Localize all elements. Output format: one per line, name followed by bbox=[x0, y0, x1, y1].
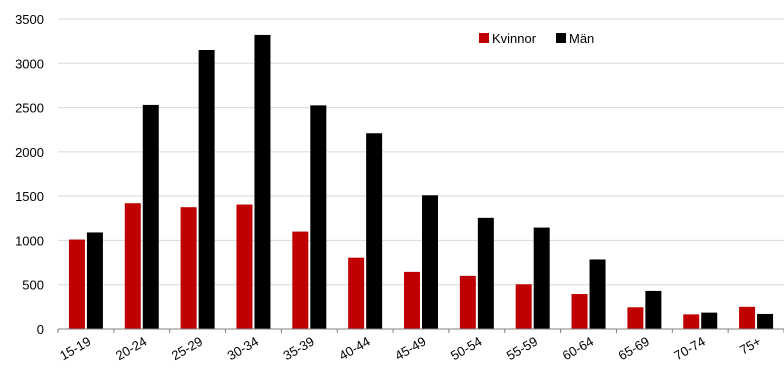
bar-man-45-49 bbox=[422, 195, 438, 329]
bar-man-50-54 bbox=[477, 217, 494, 329]
y-axis-ticks: 0 500 1000 1500 2000 2500 3000 3500 bbox=[15, 12, 44, 337]
bar-kvinnor-40-44 bbox=[348, 257, 365, 329]
bar-man-15-19 bbox=[86, 232, 103, 329]
y-tick-label: 2000 bbox=[15, 145, 44, 160]
x-tick-label: 60-64 bbox=[560, 334, 596, 364]
bar-kvinnor-45-49 bbox=[404, 271, 420, 329]
bar-kvinnor-30-34 bbox=[236, 204, 253, 329]
legend: Kvinnor Män bbox=[479, 31, 594, 46]
x-tick-label: 50-54 bbox=[448, 334, 484, 364]
bars bbox=[68, 34, 774, 330]
legend-swatch-man bbox=[556, 33, 566, 43]
bar-man-25-29 bbox=[198, 50, 215, 329]
bar-man-75+ bbox=[757, 313, 774, 329]
gridlines bbox=[58, 18, 784, 286]
bar-man-55-59 bbox=[533, 227, 550, 329]
x-tick-label: 70-74 bbox=[671, 334, 707, 364]
bar-man-35-39 bbox=[310, 105, 327, 329]
x-tick-label: 30-34 bbox=[225, 334, 261, 364]
y-tick-label: 500 bbox=[22, 278, 44, 293]
bar-kvinnor-70-74 bbox=[683, 314, 700, 329]
y-tick-label: 3000 bbox=[15, 56, 44, 71]
y-tick-label: 1000 bbox=[15, 233, 44, 248]
bar-kvinnor-35-39 bbox=[292, 231, 309, 329]
legend-label-kvinnor: Kvinnor bbox=[492, 31, 537, 46]
x-tick-label: 40-44 bbox=[336, 334, 372, 364]
legend-label-man: Män bbox=[569, 31, 594, 46]
bar-man-70-74 bbox=[701, 312, 718, 329]
x-axis bbox=[57, 328, 784, 333]
x-tick-label: 20-24 bbox=[113, 334, 149, 364]
bar-kvinnor-50-54 bbox=[459, 275, 476, 329]
bar-man-40-44 bbox=[366, 133, 383, 329]
y-tick-label: 0 bbox=[37, 322, 44, 337]
bar-kvinnor-55-59 bbox=[515, 284, 532, 329]
bar-kvinnor-15-19 bbox=[68, 239, 85, 329]
x-tick-label: 45-49 bbox=[392, 334, 428, 364]
bar-kvinnor-25-29 bbox=[180, 207, 197, 329]
x-axis-ticks: 15-19 20-24 25-29 30-34 35-39 40-44 45-49 50-54… bbox=[57, 334, 763, 364]
y-tick-label: 1500 bbox=[15, 189, 44, 204]
x-tick-label: 75+ bbox=[737, 334, 764, 358]
bar-man-65-69 bbox=[645, 290, 662, 329]
x-tick-label: 25-29 bbox=[169, 334, 205, 364]
bar-man-20-24 bbox=[142, 104, 159, 330]
y-tick-label: 2500 bbox=[15, 101, 44, 116]
y-tick-label: 3500 bbox=[15, 12, 44, 27]
bar-man-30-34 bbox=[254, 34, 271, 329]
x-tick-label: 35-39 bbox=[281, 334, 317, 364]
x-tick-label: 65-69 bbox=[616, 334, 652, 364]
bar-man-60-64 bbox=[589, 259, 606, 329]
bar-kvinnor-65-69 bbox=[627, 307, 644, 329]
x-tick-label: 15-19 bbox=[57, 334, 93, 364]
legend-swatch-kvinnor bbox=[479, 33, 489, 43]
x-tick-label: 55-59 bbox=[504, 334, 540, 364]
bar-kvinnor-60-64 bbox=[571, 294, 588, 329]
bar-kvinnor-75+ bbox=[739, 306, 756, 329]
bar-kvinnor-20-24 bbox=[124, 203, 141, 329]
